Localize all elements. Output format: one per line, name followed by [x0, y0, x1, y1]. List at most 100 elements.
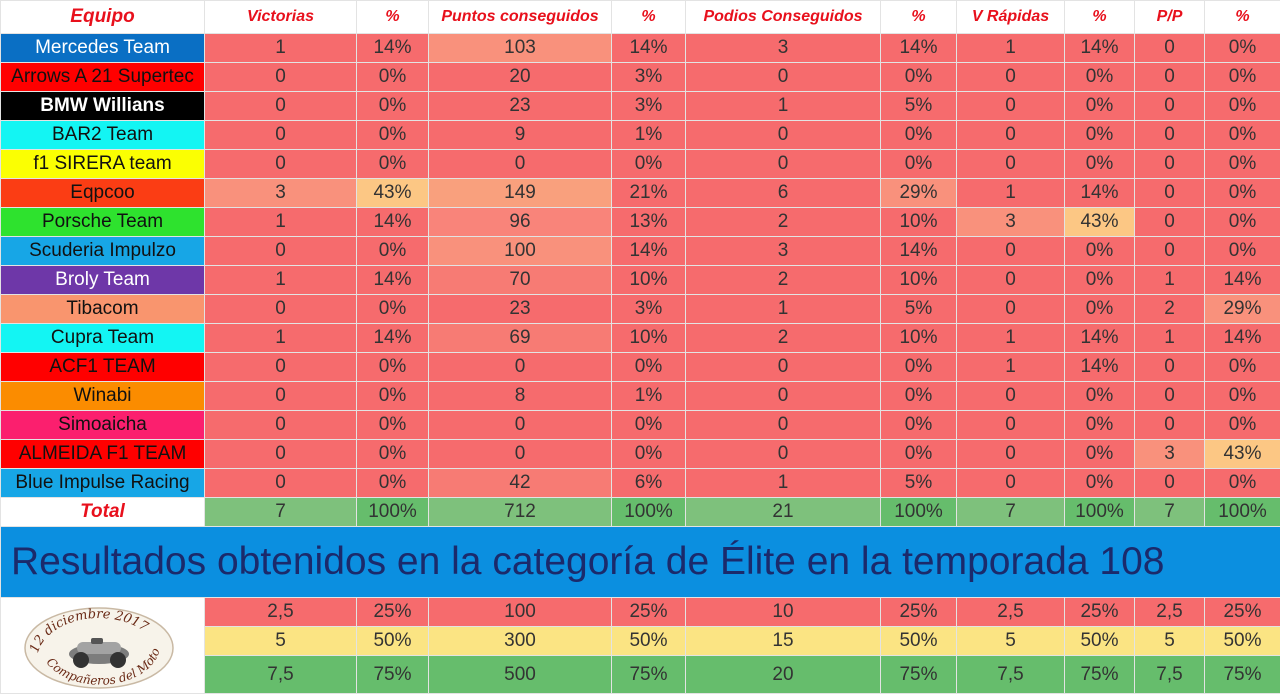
value-cell: 0 — [685, 149, 881, 179]
total-label: Total — [0, 497, 205, 527]
value-cell: 0 — [685, 410, 881, 440]
value-cell: 14% — [611, 33, 686, 63]
value-cell: 0% — [880, 352, 957, 382]
value-cell: 0 — [956, 120, 1065, 150]
threshold-row: 7,5 75% 500 75% 20 75% 7,5 75% 7,5 75% — [1, 655, 1280, 694]
value-cell: 3 — [956, 207, 1065, 237]
team-row: Simoaicha 0 0% 0 0% 0 0% 0 0% 0 0% — [0, 410, 1280, 440]
value-cell: 0 — [1134, 468, 1205, 498]
banner-row: Resultados obtenidos en la categoría de … — [0, 526, 1280, 598]
header-cell: % — [880, 0, 957, 34]
value-cell: 3% — [611, 62, 686, 92]
value-cell: 0 — [956, 439, 1065, 469]
value-cell: 0% — [356, 120, 429, 150]
value-cell: 0 — [1134, 207, 1205, 237]
header-cell: % — [611, 0, 686, 34]
team-name: Tibacom — [0, 294, 205, 324]
value-cell: 0% — [1064, 120, 1135, 150]
threshold-cell: 7,5 — [956, 655, 1065, 694]
value-cell: 0% — [1204, 149, 1280, 179]
team-name: Mercedes Team — [0, 33, 205, 63]
value-cell: 0% — [880, 149, 957, 179]
team-row: BMW Willians 0 0% 23 3% 1 5% 0 0% 0 0% — [0, 91, 1280, 121]
value-cell: 0% — [356, 381, 429, 411]
value-cell: 2 — [685, 265, 881, 295]
value-cell: 2 — [685, 323, 881, 353]
value-cell: 0 — [685, 381, 881, 411]
value-cell: 0% — [1064, 149, 1135, 179]
threshold-cell: 2,5 — [956, 597, 1065, 627]
header-cell: Podios Conseguidos — [685, 0, 881, 34]
team-name: Blue Impulse Racing — [0, 468, 205, 498]
team-row: Winabi 0 0% 8 1% 0 0% 0 0% 0 0% — [0, 381, 1280, 411]
value-cell: 0% — [1204, 352, 1280, 382]
value-cell: 0% — [880, 410, 957, 440]
value-cell: 0 — [685, 62, 881, 92]
team-row: Porsche Team 1 14% 96 13% 2 10% 3 43% 0 0% — [0, 207, 1280, 237]
value-cell: 14% — [1204, 265, 1280, 295]
value-cell: 3 — [204, 178, 357, 208]
value-cell: 20 — [428, 62, 612, 92]
value-cell: 0% — [1204, 33, 1280, 63]
value-cell: 43% — [1064, 207, 1135, 237]
value-cell: 0 — [1134, 352, 1205, 382]
value-cell: 21% — [611, 178, 686, 208]
value-cell: 3 — [685, 33, 881, 63]
value-cell: 14% — [356, 323, 429, 353]
value-cell: 0% — [880, 62, 957, 92]
threshold-cell: 5 — [204, 626, 357, 656]
value-cell: 0 — [204, 468, 357, 498]
value-cell: 1 — [1134, 323, 1205, 353]
total-cell: 100% — [356, 497, 429, 527]
value-cell: 43% — [356, 178, 429, 208]
total-cell: 712 — [428, 497, 612, 527]
value-cell: 1 — [956, 323, 1065, 353]
total-cell: 100% — [611, 497, 686, 527]
threshold-cell: 50% — [356, 626, 429, 656]
header-cell: % — [1064, 0, 1135, 34]
value-cell: 14% — [356, 265, 429, 295]
value-cell: 10% — [880, 265, 957, 295]
value-cell: 3 — [1134, 439, 1205, 469]
value-cell: 1 — [685, 91, 881, 121]
value-cell: 0% — [611, 149, 686, 179]
threshold-cell: 25% — [356, 597, 429, 627]
value-cell: 14% — [1064, 178, 1135, 208]
threshold-cell: 10 — [685, 597, 881, 627]
value-cell: 1 — [685, 468, 881, 498]
team-name: Broly Team — [0, 265, 205, 295]
value-cell: 0 — [428, 352, 612, 382]
value-cell: 1% — [611, 120, 686, 150]
threshold-cell: 50% — [880, 626, 957, 656]
value-cell: 0% — [1064, 468, 1135, 498]
team-name: ALMEIDA F1 TEAM — [0, 439, 205, 469]
value-cell: 1 — [204, 207, 357, 237]
threshold-cell: 50% — [1064, 626, 1135, 656]
header-cell: Puntos conseguidos — [428, 0, 612, 34]
value-cell: 0 — [1134, 236, 1205, 266]
header-team: Equipo — [0, 0, 205, 34]
value-cell: 0 — [956, 294, 1065, 324]
threshold-cell: 7,5 — [1134, 655, 1205, 694]
header-row: Equipo Victorias% Puntos conseguidos% Podio… — [0, 0, 1280, 34]
team-row: BAR2 Team 0 0% 9 1% 0 0% 0 0% 0 0% — [0, 120, 1280, 150]
value-cell: 0 — [204, 120, 357, 150]
team-row: Broly Team 1 14% 70 10% 2 10% 0 0% 1 14% — [0, 265, 1280, 295]
total-cell: 100% — [1204, 497, 1280, 527]
header-cell: V Rápidas — [956, 0, 1065, 34]
value-cell: 0 — [1134, 178, 1205, 208]
total-cell: 100% — [880, 497, 957, 527]
value-cell: 0 — [204, 91, 357, 121]
value-cell: 5% — [880, 294, 957, 324]
value-cell: 0 — [204, 236, 357, 266]
value-cell: 14% — [356, 33, 429, 63]
value-cell: 10% — [880, 207, 957, 237]
value-cell: 0 — [956, 62, 1065, 92]
value-cell: 0 — [428, 439, 612, 469]
value-cell: 69 — [428, 323, 612, 353]
header-cell: P/P — [1134, 0, 1205, 34]
value-cell: 103 — [428, 33, 612, 63]
threshold-cell: 300 — [428, 626, 612, 656]
